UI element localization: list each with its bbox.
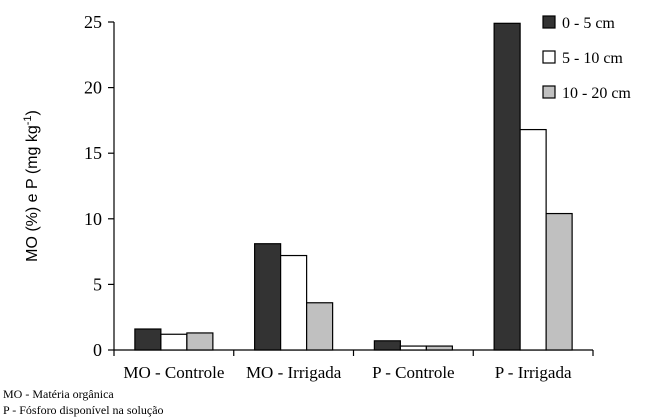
x-category-label: MO - Irrigada [246,363,342,382]
legend-swatch [542,15,556,29]
legend-swatch [542,85,556,99]
x-category-label: P - Controle [372,363,454,382]
bar [254,243,282,351]
bar [545,212,573,351]
y-tick-label: 10 [84,209,102,229]
x-category-label: MO - Controle [123,363,224,382]
bar [519,128,547,351]
plot-area: 0 5 10 15 20 25 MO - Controle MO - Irrigada P -… [84,12,594,382]
y-tick-label: 0 [93,340,102,360]
x-category-label: P - Irrigada [495,363,572,382]
bars [134,22,573,351]
bar [280,254,308,351]
y-axis-label: MO (%) e P (mg kg-1) [22,110,41,262]
y-ticks: 0 5 10 15 20 25 [84,12,114,360]
y-tick-label: 15 [84,143,102,163]
legend-swatch [542,50,556,64]
legend-label: 0 - 5 cm [562,15,615,32]
legend: 0 - 5 cm 5 - 10 cm 10 - 20 cm [542,15,631,102]
legend-label: 10 - 20 cm [562,85,631,102]
bar [425,345,453,351]
bar [493,22,521,351]
bar [399,345,427,351]
bar [134,328,162,351]
note-p: P - Fósforo disponível na solução [3,403,164,417]
x-ticks: MO - Controle MO - Irrigada P - Controle P … [113,350,594,382]
y-tick-label: 5 [93,274,102,294]
bar [306,302,334,351]
legend-label: 5 - 10 cm [562,50,623,67]
bar [186,332,214,351]
y-tick-label: 20 [84,78,102,98]
bar [160,333,188,351]
note-mo: MO - Matéria orgânica [3,387,114,401]
bar [373,340,401,351]
y-tick-label: 25 [84,12,102,32]
